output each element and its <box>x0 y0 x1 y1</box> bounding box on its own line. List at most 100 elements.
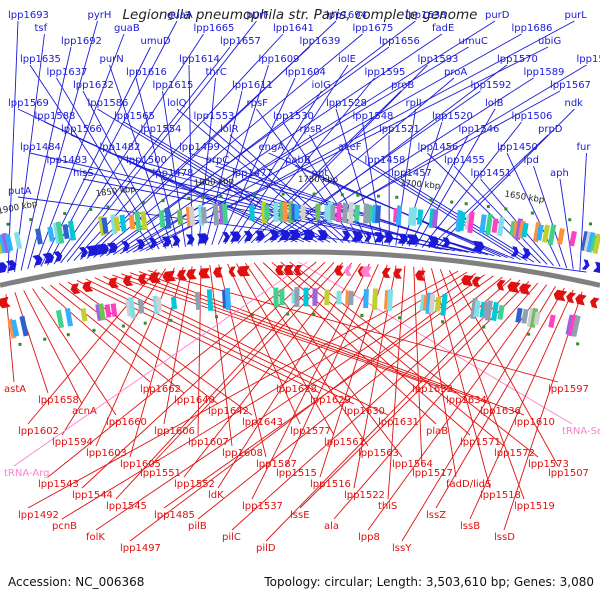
forward-gene-label: lpp1637 <box>47 67 88 78</box>
reverse-gene-arrow <box>122 275 134 287</box>
forward-leader-line <box>217 77 296 245</box>
feature-block <box>592 233 600 255</box>
feature-block <box>336 290 342 305</box>
forward-gene-label: lpp1611 <box>232 80 273 91</box>
forward-gene-label: guaA <box>167 10 193 21</box>
reverse-gene-label: lpp1631 <box>378 417 419 428</box>
reverse-gene-label: thiS <box>378 501 397 512</box>
feature-block <box>348 290 354 306</box>
scale-label: 1700 kbp <box>400 178 441 191</box>
reverse-gene-label: lpp1597 <box>548 384 589 395</box>
reverse-leader-line <box>95 267 175 447</box>
accession-text: Accession: NC_006368 <box>8 575 145 589</box>
forward-gene-label: ppt <box>312 168 329 179</box>
forward-gene-label: lpp1548 <box>353 111 394 122</box>
feature-block <box>434 296 442 312</box>
forward-leader-line <box>53 33 204 265</box>
reverse-leader-line <box>32 288 117 416</box>
feature-block <box>533 311 541 326</box>
forward-gene-arrow <box>364 231 372 242</box>
forward-gene-label: lpp1567 <box>550 80 591 91</box>
reverse-gene-label: lpp1552 <box>174 479 215 490</box>
feature-block <box>188 206 196 226</box>
reverse-gene-label: lpp1630 <box>344 406 385 417</box>
forward-gene-arrow <box>171 235 181 246</box>
forward-gene-arrow <box>521 247 531 259</box>
feature-block <box>212 203 220 226</box>
marker <box>312 312 316 316</box>
feature-block <box>273 202 279 222</box>
scale-label: 1850 kbp <box>95 184 136 199</box>
feature-block <box>200 206 208 224</box>
reverse-gene-label: pilB <box>188 521 207 532</box>
forward-gene-arrow <box>341 230 351 241</box>
feature-block <box>55 309 65 329</box>
forward-gene-arrow <box>427 235 439 247</box>
reverse-gene-label: lpp1577 <box>290 426 331 437</box>
reverse-gene-arrow <box>393 268 403 279</box>
feature-block <box>294 286 300 308</box>
feature-block <box>336 202 342 223</box>
reverse-gene-label: ldK <box>208 490 224 501</box>
forward-gene-arrow <box>0 262 8 274</box>
reverse-gene-label: lpp1633 <box>412 384 453 395</box>
forward-gene-arrow <box>53 251 63 262</box>
forward-gene-label: aph <box>550 168 569 179</box>
forward-gene-label: lpp1554 <box>141 124 182 135</box>
reverse-leader-line <box>61 268 166 436</box>
forward-gene-label: lpp1693 <box>8 10 49 21</box>
forward-gene-label: guaB <box>114 23 140 34</box>
forward-gene-arrow <box>278 230 291 241</box>
marker <box>312 192 316 196</box>
summary-text: Topology: circular; Length: 3,503,610 bp… <box>264 575 594 589</box>
forward-gene-label: lpp1521 <box>379 124 420 135</box>
forward-leader-line <box>132 33 522 253</box>
forward-leader-line <box>427 152 541 264</box>
forward-gene-label: proA <box>444 67 467 78</box>
forward-gene-arrow <box>510 246 519 257</box>
reverse-gene-label: pilC <box>222 532 241 543</box>
reverse-leader-line <box>197 276 503 520</box>
marker <box>250 313 254 317</box>
feature-block <box>104 304 112 318</box>
scale-label: 1650 kbp <box>504 190 545 206</box>
reverse-gene-label: lpp1519 <box>514 501 555 512</box>
scale-label: 1800 kbp <box>194 176 235 188</box>
reverse-leader-line <box>103 275 389 416</box>
reverse-gene-label: lpp1607 <box>188 437 229 448</box>
reverse-gene-label: lpp1602 <box>18 426 59 437</box>
marker <box>43 337 47 341</box>
feature-block <box>386 289 394 312</box>
forward-gene-arrow <box>317 230 329 241</box>
forward-leader-line <box>7 20 19 274</box>
reverse-leader-line <box>27 269 158 425</box>
feature-block <box>547 224 557 246</box>
forward-leader-line <box>347 152 521 261</box>
forward-gene-label: rplI <box>406 98 422 109</box>
forward-leader-line <box>82 90 167 249</box>
forward-gene-label: purF <box>247 10 270 21</box>
forward-leader-line <box>264 90 481 243</box>
forward-gene-arrow <box>255 230 265 241</box>
forward-gene-arrow <box>351 230 364 242</box>
forward-leader-line <box>237 77 375 244</box>
feature-block <box>300 204 306 220</box>
reverse-gene-label: lpp1522 <box>344 490 385 501</box>
forward-leader-line <box>374 165 528 262</box>
feature-block <box>101 217 109 234</box>
forward-leader-line <box>17 196 587 273</box>
reverse-leader-line <box>435 287 565 509</box>
feature-block <box>119 214 127 232</box>
feature-block <box>312 288 318 306</box>
forward-gene-label: lpp1451 <box>471 168 512 179</box>
reverse-leader-line <box>401 286 556 542</box>
reverse-gene-label: lpp1507 <box>548 468 589 479</box>
reverse-leader-line <box>95 273 477 531</box>
forward-gene-label: lpp1546 <box>459 124 500 135</box>
feature-block <box>485 300 493 321</box>
reverse-gene-label: lpp1572 <box>494 448 535 459</box>
forward-gene-arrow <box>222 231 230 243</box>
forward-gene-label: lpp1614 <box>179 54 220 65</box>
reverse-gene-label: lpp1561 <box>324 437 365 448</box>
marker <box>450 200 454 204</box>
